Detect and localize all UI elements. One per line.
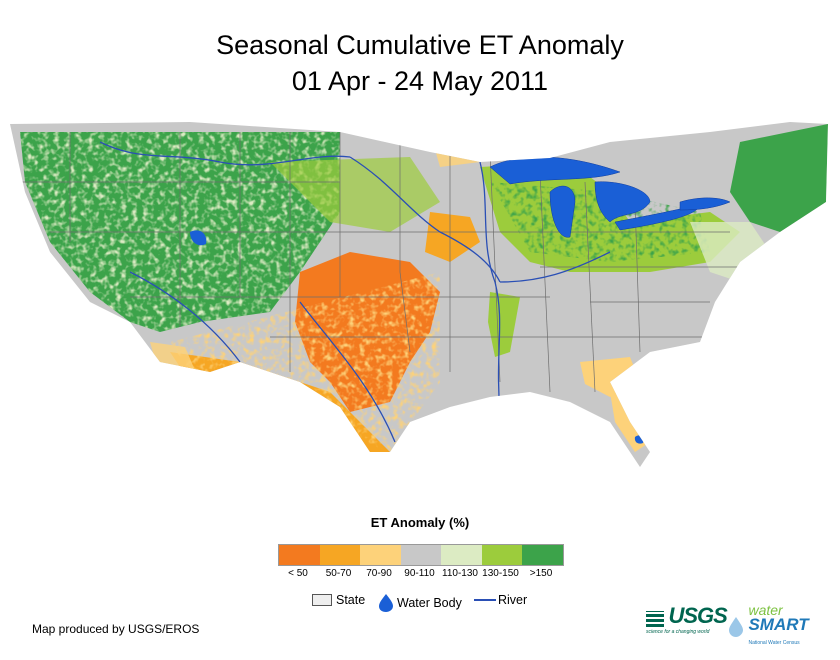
rivers	[99, 141, 611, 443]
legend-swatch	[522, 545, 563, 565]
legend-color-bar	[278, 544, 564, 566]
watersmart-logo: water SMART National Water Census	[728, 603, 809, 650]
legend-swatch	[319, 545, 360, 565]
legend-swatch	[400, 545, 441, 565]
legend-tick-label: 90-110	[404, 568, 435, 579]
region-northeast-green	[730, 124, 828, 232]
usgs-wave-icon	[646, 610, 664, 627]
great-lakes	[489, 156, 731, 238]
legend-key-river-label: River	[498, 593, 528, 607]
map-title-line-2: 01 Apr - 24 May 2011	[291, 66, 549, 96]
legend-swatch	[279, 545, 320, 565]
region-arizona-orange	[210, 382, 270, 452]
legend-key-state-label: State	[336, 593, 366, 607]
map-title-line-1: Seasonal Cumulative ET Anomaly	[216, 30, 624, 60]
region-mississippi-green	[488, 292, 520, 357]
legend-tick-label: >150	[529, 568, 553, 579]
watersmart-subtitle: National Water Census	[748, 640, 800, 646]
region-kansas-50-70	[425, 212, 480, 262]
region-florida-70-90	[610, 392, 650, 452]
watersmart-drop-icon	[729, 616, 743, 637]
legend-swatch	[441, 545, 482, 565]
legend-tick-label: < 50	[288, 568, 308, 579]
et-anomaly-map	[10, 122, 828, 467]
watersmart-smart-text: SMART	[748, 615, 809, 634]
legend-tick-label: 110-130	[442, 568, 478, 579]
region-northern-plains-lightgreen	[270, 157, 440, 232]
legend-title: ET Anomaly (%)	[370, 515, 470, 530]
legend-tick-label: 70-90	[366, 568, 392, 579]
usgs-tagline: science for a changing world	[646, 629, 710, 635]
state-swatch-icon	[312, 594, 332, 606]
legend-key-water-body-label: Water Body	[397, 596, 462, 610]
legend-tick-label: 50-70	[325, 568, 352, 579]
legend-key-state: State	[312, 593, 365, 607]
legend-key-river: River	[474, 593, 527, 607]
great-salt-lake	[190, 230, 207, 246]
legend-tick-label: 130-150	[482, 568, 519, 579]
watersmart-water-text: water	[748, 602, 783, 618]
state-borders	[20, 132, 740, 393]
usgs-logo-text: USGS	[668, 603, 727, 628]
legend-key-water-body: Water Body	[377, 593, 462, 613]
usgs-logo: USGS science for a changing world	[646, 603, 728, 635]
water-drop-icon	[379, 594, 393, 612]
river-line-icon	[474, 599, 496, 601]
map-credit: Map produced by USGS/EROS	[32, 622, 200, 636]
legend-swatch	[360, 545, 401, 565]
legend-swatch	[481, 545, 522, 565]
region-greatlakes-speckle	[490, 182, 710, 262]
